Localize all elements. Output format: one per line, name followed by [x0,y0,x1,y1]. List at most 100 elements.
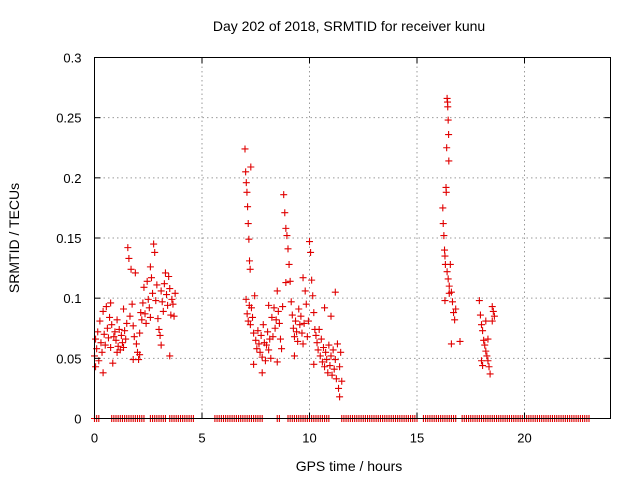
data-point [149,289,157,297]
data-point [331,356,339,364]
data-point [111,328,119,336]
data-point [478,321,485,329]
data-point [140,283,148,291]
data-point [292,317,300,325]
data-point [293,328,301,336]
data-point [107,299,115,307]
data-point [289,324,297,332]
data-point [322,348,330,356]
data-point [125,254,133,262]
data-point [242,295,250,303]
data-point [171,289,179,297]
data-point [327,312,335,320]
grid-lines [94,57,611,419]
data-point [490,312,498,320]
data-point [282,224,290,232]
data-point [121,327,129,335]
data-point [323,356,331,364]
data-point [307,248,315,256]
data-point [313,339,321,347]
data-point [166,352,174,360]
data-point [143,277,151,285]
data-point [246,257,254,265]
data-point [290,333,298,341]
data-point [106,313,114,321]
data-point [150,240,158,248]
chart-title: Day 202 of 2018, SRMTID for receiver kun… [213,18,485,34]
data-point [154,315,162,323]
data-point [97,339,105,347]
data-point [299,274,307,282]
data-point [329,346,337,354]
data-point [310,360,318,368]
data-point [263,341,270,349]
data-point [295,305,303,313]
data-point [443,268,451,276]
data-point [441,252,449,260]
data-point [296,321,304,329]
data-points [91,94,593,422]
data-point [265,346,273,354]
y-tick-label: 0.15 [56,231,81,246]
data-point [138,316,146,324]
data-point [337,348,345,356]
data-point [164,301,172,309]
data-point [118,339,126,347]
data-point [447,340,455,348]
data-point [102,303,110,311]
data-point [123,319,131,327]
data-point [488,303,496,311]
data-point [475,297,483,305]
data-point [299,340,307,348]
data-point [330,365,338,373]
data-point [439,220,447,228]
data-point [120,305,128,313]
data-point [442,188,450,196]
data-point [151,248,159,256]
data-point [156,331,164,339]
data-point [117,331,125,339]
data-point [249,313,257,321]
data-point [153,281,161,289]
data-point [100,330,108,338]
data-point [282,279,290,287]
data-point [155,325,163,333]
data-point [445,289,453,297]
data-point [92,363,100,371]
data-point [304,317,312,325]
data-point [255,340,263,348]
data-point [319,344,327,352]
data-point [136,351,144,359]
data-point [326,362,334,370]
data-point [278,345,286,353]
data-point [101,341,109,349]
data-point [331,288,339,296]
data-point [147,274,155,282]
data-point [108,321,116,329]
data-point [338,377,346,385]
data-point [441,246,449,254]
data-point [283,232,291,240]
data-point [297,312,305,320]
axis-ticks: 0 0.05 0.1 0.15 0.2 0.25 0.3 0 5 10 15 20 [56,51,611,446]
data-point [481,341,489,349]
data-point [258,353,266,361]
data-point [301,287,309,295]
data-point [107,344,115,352]
data-point [445,131,453,139]
data-point [306,238,313,246]
data-point [298,329,306,337]
data-point [256,348,264,356]
data-point [243,188,251,196]
x-tick-label: 0 [91,431,98,446]
data-point [245,235,253,243]
data-point [441,297,449,305]
data-point [275,319,283,327]
data-point [318,358,326,366]
y-tick-label: 0.25 [56,111,81,126]
data-point [281,209,289,217]
data-point [486,370,494,378]
data-point [445,282,453,290]
y-axis-label: SRMTID / TECUs [6,183,22,293]
x-axis-label: GPS time / hours [296,458,403,474]
